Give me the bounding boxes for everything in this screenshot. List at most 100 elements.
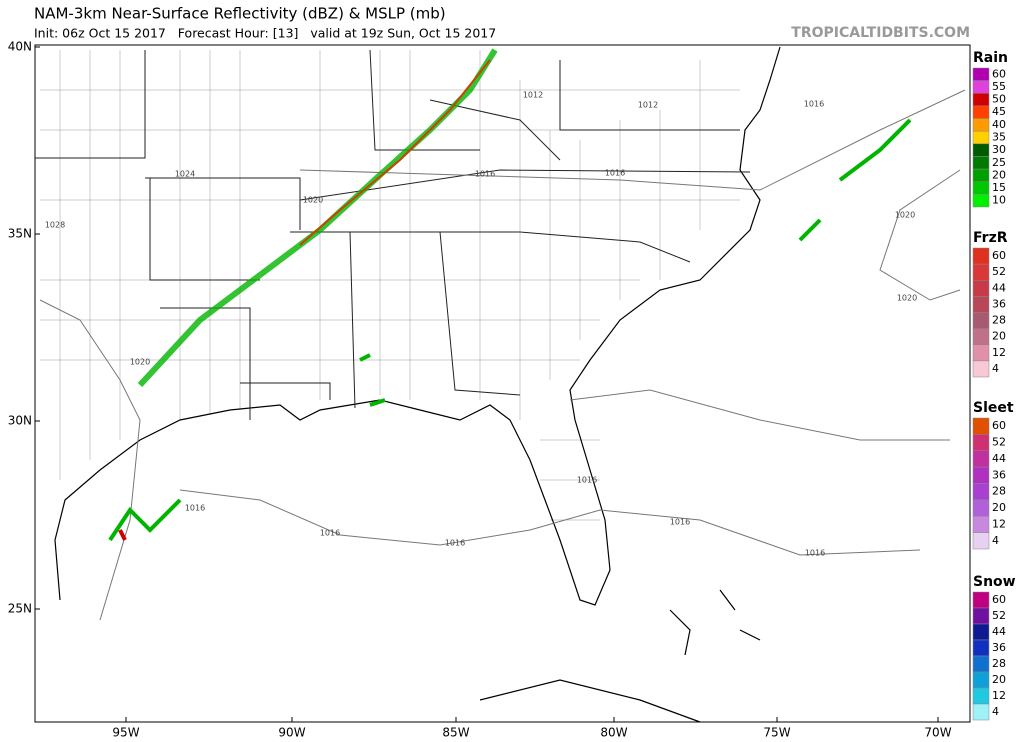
legend-level: 40 [992,118,1006,131]
legend-swatch [972,607,990,625]
legend-level: 10 [992,194,1006,207]
isobar-label: 1016 [605,169,625,178]
legend-swatch [972,263,990,281]
legend-swatch [972,67,990,81]
legend-swatch [972,80,990,94]
isobar-label: 1016 [670,518,690,527]
legend-swatch [972,156,990,170]
isobar-label: 1020 [897,294,917,303]
islands [479,589,761,723]
lon-label: 90W [278,726,305,740]
legend-swatch [972,280,990,297]
legend-swatch [972,687,990,705]
legend-level: 45 [992,105,1006,118]
legend-swatch [972,703,990,721]
isobars [39,89,966,621]
legend-swatch [972,130,990,145]
lon-label: 75W [763,726,790,740]
legend-level: 44 [992,452,1006,465]
legend-level: 60 [992,593,1006,606]
rain-cell-heavy [118,529,127,541]
isobar-label: 1012 [638,101,658,110]
legend-level: 44 [992,625,1006,638]
title: NAM-3km Near-Surface Reflectivity (dBZ) … [34,5,446,23]
legend-swatch [972,417,990,435]
legend-swatch [972,623,990,641]
legend-level: 4 [992,534,999,547]
legend-swatch [972,434,990,451]
legend-level: 36 [992,468,1006,481]
legend-swatch [972,194,990,208]
site-name: TROPICALTIDBITS.COM [791,25,970,41]
isobar-label: 1016 [320,529,340,538]
legend-swatch [972,655,990,673]
legend-level: 4 [992,705,999,718]
isobar-label: 1016 [804,100,824,109]
legend-swatch [972,639,990,657]
legend-swatch [972,344,990,362]
legend-level: 60 [992,249,1006,262]
rain-cells [108,118,912,542]
legend-swatch [972,450,990,468]
legend-title: Sleet [973,400,1014,416]
legend-swatch [972,516,990,533]
legend-level: 55 [992,80,1006,93]
legend-level: 4 [992,362,999,375]
legend-level: 60 [992,419,1006,432]
legend-level: 60 [992,67,1006,80]
isobar-label: 1016 [475,170,495,179]
lon-label: 85W [442,726,469,740]
legend-swatch [972,181,990,195]
legend-level: 52 [992,436,1006,449]
isobar-label: 1024 [175,170,195,179]
legend-swatch [972,360,990,378]
isobar-label: 1028 [45,221,65,230]
legend-title: Snow [973,574,1016,590]
legend-level: 52 [992,265,1006,278]
legend-level: 25 [992,156,1006,169]
subtitle: Init: 06z Oct 15 2017 Forecast Hour: [13… [34,26,496,41]
legend-swatch [972,143,990,157]
legend-level: 20 [992,673,1006,686]
legend-level: 12 [992,689,1006,702]
lat-label: 35N [8,227,32,241]
legend-level: 20 [992,168,1006,181]
legend-swatch [972,532,990,550]
lat-label: 40N [8,40,32,54]
legend-title: FrzR [973,230,1008,246]
legend-level: 28 [992,314,1006,327]
legend-level: 28 [992,657,1006,670]
map-frame [34,44,971,723]
isobar-label: 1020 [303,196,323,205]
isobar-label: 1016 [185,504,205,513]
isobar-label: 1016 [577,476,597,485]
precipitation [108,48,912,542]
legend-level: 52 [992,609,1006,622]
isobar-label: 1012 [523,91,543,100]
county-grid [40,50,740,521]
legend-swatch [972,105,990,119]
legend-swatch [972,671,990,689]
legend-swatch [972,93,990,107]
legends: Rain6055504540353025201510FrzR6052443628… [972,50,1016,721]
legend-level: 30 [992,143,1006,156]
isobar-label: 1016 [445,539,465,548]
isobar [179,489,921,556]
isobar-label: 1020 [130,358,150,367]
legend-swatch [972,118,990,132]
legend-level: 12 [992,517,1006,530]
legend-swatch [972,312,990,329]
legend-level: 12 [992,346,1006,359]
legend-swatch [972,328,990,345]
legend-level: 36 [992,297,1006,310]
isobar [299,89,966,191]
map [34,44,971,723]
lon-label: 70W [924,726,951,740]
isobar [879,169,961,301]
legend-swatch [972,168,990,182]
isobar-label: 1020 [895,211,915,220]
legend-level: 35 [992,131,1006,144]
legend-swatch [972,466,990,484]
lat-label: 30N [8,414,32,428]
